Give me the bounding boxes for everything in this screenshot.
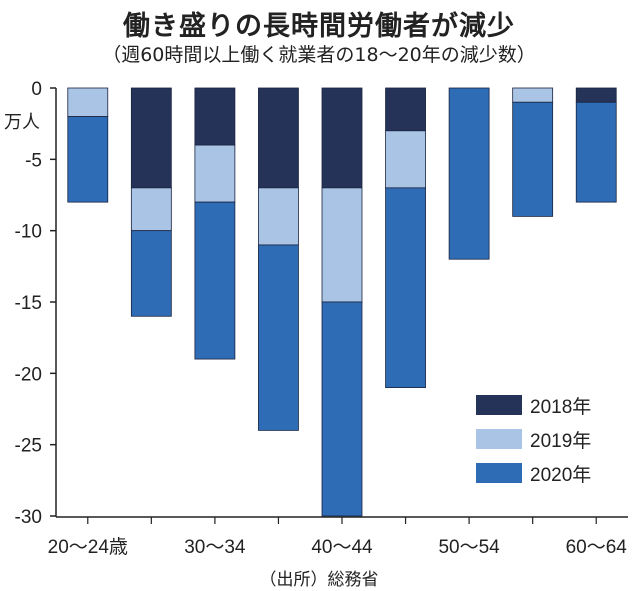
bar-segment (194, 87, 236, 146)
legend-swatch (476, 463, 522, 483)
bar-segment (130, 187, 172, 232)
x-category-label: 60〜64 (566, 537, 628, 558)
bar-segment (194, 201, 236, 360)
bar-segment (67, 87, 109, 117)
bar-segment (512, 101, 554, 217)
legend-label: 2018年 (530, 396, 591, 418)
bar-segment (130, 87, 172, 189)
bar-segment (258, 187, 299, 246)
legend-swatch (476, 429, 522, 449)
legend-label: 2019年 (530, 430, 591, 452)
source-note: （出所）総務省 (259, 570, 379, 590)
y-tick-label: 0 (31, 79, 42, 100)
category-labels: 20〜24歳 30〜34 40〜44 50〜54 60〜64 (48, 536, 628, 558)
bar-segment (321, 87, 363, 189)
axes (55, 88, 628, 524)
bar-group (67, 87, 617, 517)
bar-segment (321, 187, 363, 303)
y-axis-unit: 万人 (4, 112, 40, 133)
y-tick-label: -5 (25, 150, 42, 171)
y-tick-label: -15 (15, 293, 42, 314)
bar-segment (385, 130, 426, 189)
x-category-label: 50〜54 (438, 537, 500, 558)
bar-segment (194, 144, 236, 203)
legend-swatch (476, 395, 522, 415)
chart-title: 働き盛りの長時間労働者が減少 (123, 11, 515, 42)
bar-segment (258, 87, 299, 189)
x-category-label: 30〜34 (184, 537, 246, 558)
bar-segment (385, 87, 426, 132)
y-tick-label: -20 (15, 364, 42, 385)
bar-segment (130, 230, 172, 317)
bar-segment (385, 187, 426, 389)
x-category-label: 40〜44 (311, 537, 373, 558)
bar-segment (512, 87, 554, 103)
bar-segment (67, 116, 109, 203)
legend-label: 2020年 (530, 464, 591, 486)
bar-segment (321, 301, 363, 517)
x-category-label: 20〜24歳 (48, 536, 128, 558)
bar-segment (258, 244, 299, 431)
y-tick-label: -25 (15, 436, 42, 457)
y-axis-ticks: 0 -5 -10 -15 -20 -25 -30 (15, 79, 56, 528)
bar-segment (575, 87, 617, 103)
bar-segment (448, 87, 490, 260)
chart-subtitle: （週60時間以上働く就業者の18〜20年の減少数） (102, 44, 536, 66)
bar-segment (575, 101, 617, 203)
y-tick-label: -30 (15, 507, 42, 528)
legend: 2018年 2019年 2020年 (476, 395, 591, 486)
y-tick-label: -10 (15, 222, 42, 243)
